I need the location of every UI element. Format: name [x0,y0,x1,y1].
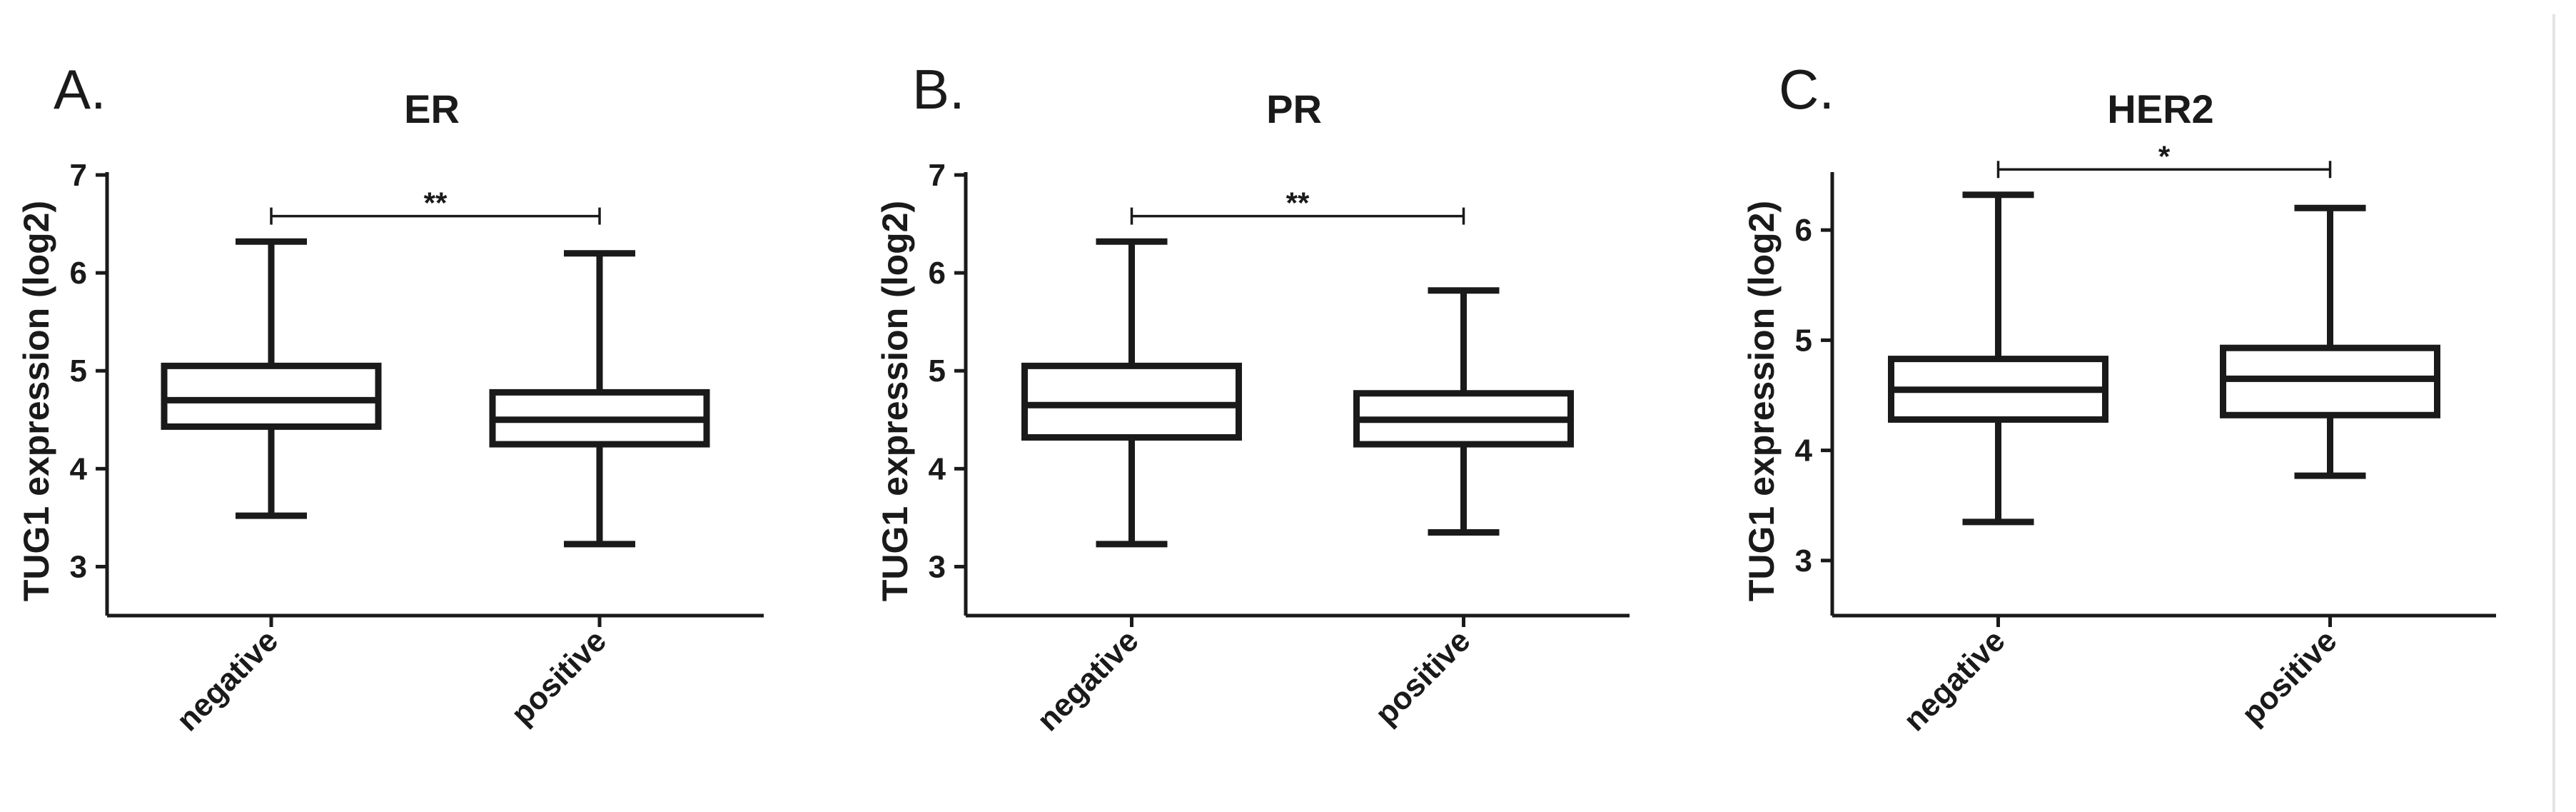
iqr-box [1021,362,1242,441]
y-axis-label: TUG1 expression (log2) [875,201,915,601]
y-axis-label: TUG1 expression (log2) [16,201,56,601]
y-tick-label: 4 [70,451,88,486]
iqr-box [161,362,382,430]
y-tick-label: 5 [929,354,946,389]
y-tick-label: 7 [929,158,946,193]
y-tick-label: 4 [929,451,946,486]
y-tick-label: 7 [70,158,87,193]
box-positive [489,250,710,548]
y-tick-label: 4 [1795,433,1813,468]
panel-letter: B. [912,58,965,121]
box-negative [1888,191,2108,526]
panel-title: ER [404,86,460,131]
significance-bracket: ** [270,186,601,225]
box-positive [2220,204,2440,479]
y-axis-label: TUG1 expression (log2) [1742,201,1782,601]
box-negative [1021,238,1242,548]
box-negative [161,238,382,519]
panel-letter: A. [54,58,106,121]
significance-label: ** [424,186,448,220]
significance-bracket: * [1996,139,2332,179]
box-positive [1353,287,1574,536]
significance-label: * [2158,139,2171,173]
panel-title: PR [1266,86,1322,131]
y-tick-label: 6 [1795,213,1812,248]
y-tick-label: 3 [1795,543,1812,578]
y-tick-label: 6 [70,256,87,291]
y-tick-label: 5 [1795,323,1812,358]
y-tick-label: 6 [929,256,946,291]
panel-letter: C. [1779,58,1834,121]
y-tick-label: 3 [929,549,946,584]
significance-bracket: ** [1130,186,1465,225]
y-tick-label: 5 [70,354,87,389]
y-tick-label: 3 [70,549,87,584]
panel-title: HER2 [2107,86,2213,131]
significance-label: ** [1286,186,1310,220]
